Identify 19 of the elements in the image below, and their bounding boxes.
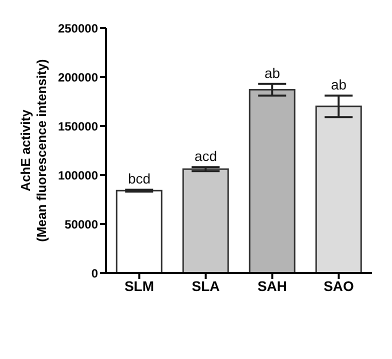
- y-tick-label: 0: [91, 266, 98, 280]
- annotation: acd: [194, 148, 218, 164]
- x-tick-label: SAO: [324, 278, 354, 294]
- x-tick-label: SLA: [192, 278, 220, 294]
- y-tick-label: 50000: [64, 217, 98, 232]
- y-tick-label: 200000: [58, 70, 98, 84]
- x-tick-label: SAH: [257, 278, 288, 294]
- bar: [315, 106, 362, 273]
- bar: [116, 190, 162, 273]
- y-axis-title: AchE activity (Mean fluorescence intensity): [18, 59, 49, 242]
- y-tick-label: 150000: [58, 119, 98, 134]
- bar: [248, 88, 296, 273]
- annotation: bcd: [128, 170, 151, 187]
- bar: [182, 168, 229, 273]
- y-tick-label: 100000: [58, 168, 98, 182]
- annotation: ab: [330, 76, 347, 93]
- annotation: ab: [264, 64, 280, 81]
- y-tick-label: 250000: [58, 21, 98, 36]
- x-tick-label: SLM: [124, 278, 154, 294]
